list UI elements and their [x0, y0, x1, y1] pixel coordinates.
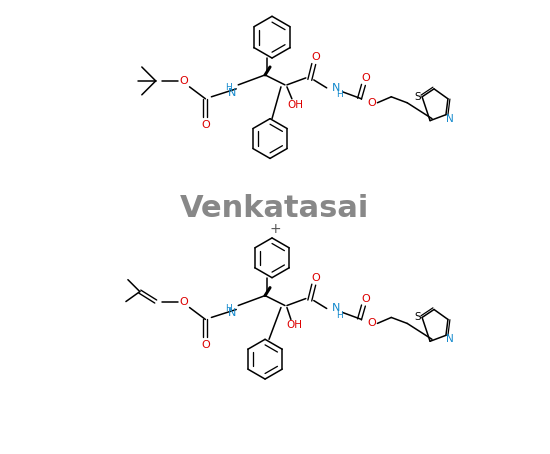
Text: N: N — [446, 114, 454, 123]
Text: O: O — [361, 294, 370, 304]
Text: H: H — [225, 304, 232, 313]
Text: N: N — [228, 88, 236, 98]
Text: H: H — [336, 311, 343, 320]
Text: H: H — [336, 90, 343, 99]
Text: O: O — [361, 73, 370, 83]
Text: OH: OH — [287, 100, 303, 110]
Text: N: N — [228, 308, 236, 318]
Text: O: O — [179, 76, 188, 86]
Text: Venkatasai: Venkatasai — [180, 193, 370, 222]
Text: O: O — [367, 318, 376, 328]
Text: S: S — [415, 312, 421, 322]
Text: O: O — [201, 120, 210, 130]
Text: H: H — [225, 84, 232, 92]
Text: N: N — [332, 83, 340, 93]
Text: +: + — [269, 222, 281, 236]
Text: O: O — [311, 52, 320, 62]
Text: N: N — [446, 334, 454, 344]
Text: OH: OH — [286, 321, 302, 331]
Text: O: O — [311, 273, 320, 283]
Text: S: S — [415, 92, 421, 102]
Text: N: N — [332, 303, 340, 314]
Text: O: O — [179, 296, 188, 306]
Text: O: O — [367, 98, 376, 108]
Text: O: O — [201, 340, 210, 350]
